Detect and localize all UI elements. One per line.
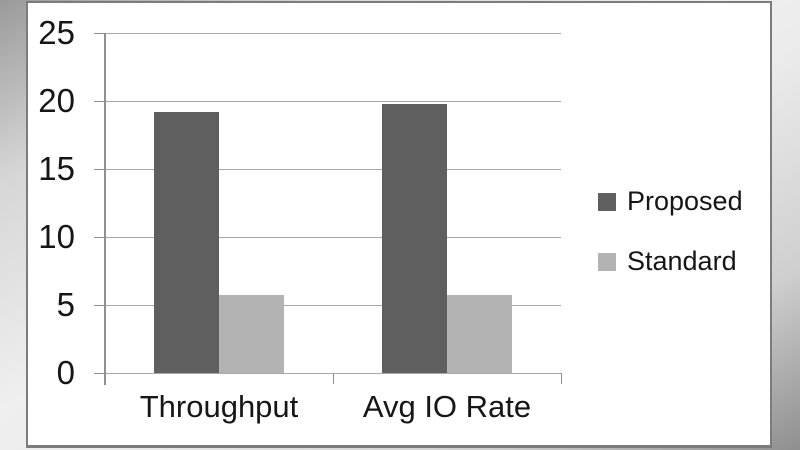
y-tick-0: [94, 372, 105, 374]
y-tick-label-15: 15: [38, 150, 75, 187]
legend-label-proposed: Proposed: [627, 186, 743, 216]
legend-item-proposed: Proposed: [598, 186, 743, 217]
y-tick-25: [94, 32, 105, 34]
legend-swatch-standard-icon: [598, 252, 616, 271]
category-label-throughput: Throughput: [139, 389, 299, 424]
legend-item-standard: Standard: [598, 246, 743, 277]
y-axis-line: [104, 33, 106, 385]
gridline-15: [105, 168, 561, 170]
chart-frame: 0 5 10 15 20 25 Throughput Avg IO Rate Propose…: [26, 1, 772, 448]
legend-swatch-proposed-icon: [598, 192, 616, 211]
bar-standard-throughput: [219, 295, 284, 373]
y-tick-label-25: 25: [38, 14, 75, 51]
y-tick-label-20: 20: [38, 82, 75, 119]
category-separator-tick-0: [332, 373, 334, 384]
y-tick-15: [94, 168, 105, 170]
y-tick-label-0: 0: [56, 354, 75, 391]
bar-standard-avg-io-rate: [447, 295, 512, 373]
y-tick-20: [94, 100, 105, 102]
y-tick-10: [94, 236, 105, 238]
category-label-avg-io-rate: Avg IO Rate: [362, 389, 532, 424]
bar-proposed-throughput: [154, 111, 219, 373]
category-separator-tick-1: [560, 373, 562, 384]
legend: Proposed Standard: [598, 186, 743, 277]
plot-area: [94, 32, 562, 385]
y-tick-5: [94, 304, 105, 306]
gridline-10: [105, 236, 561, 238]
bar-proposed-avg-io-rate: [382, 103, 447, 373]
legend-label-standard: Standard: [627, 246, 737, 276]
y-tick-label-5: 5: [56, 286, 75, 323]
gridline-5: [105, 304, 561, 306]
gridline-20: [105, 100, 561, 102]
x-axis-category-labels: Throughput Avg IO Rate: [105, 389, 561, 429]
y-tick-label-10: 10: [38, 218, 75, 255]
y-axis-tick-labels: 0 5 10 15 20 25: [28, 14, 75, 391]
gridline-25: [105, 32, 561, 34]
